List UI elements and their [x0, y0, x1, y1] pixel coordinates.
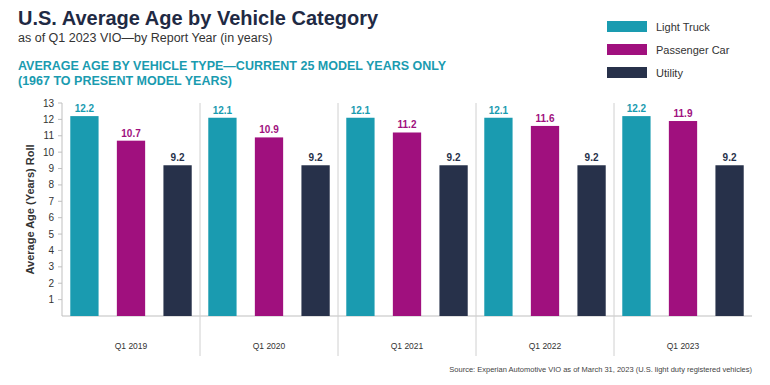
y-axis-line: [62, 103, 63, 316]
bar: [669, 121, 697, 316]
bars: [70, 116, 743, 316]
group-separator: [614, 103, 615, 356]
y-tick: [58, 135, 62, 136]
y-tick-label: 13: [43, 98, 55, 109]
bar: [439, 165, 467, 316]
y-tick-label: 4: [48, 245, 54, 256]
subheading: (1967 TO PRESENT MODEL YEARS): [18, 74, 232, 88]
bar: [484, 118, 512, 316]
bar: [70, 116, 98, 316]
data-label: 10.7: [121, 128, 141, 139]
bar: [393, 132, 421, 316]
source: Source: Experian Automotive VIO as of Ma…: [449, 365, 752, 374]
x-tick-label: Q1 2022: [529, 341, 562, 351]
y-tick-label: 10: [43, 147, 55, 158]
data-label: 10.9: [259, 124, 279, 135]
y-tick: [58, 152, 62, 153]
y-tick-label: 7: [48, 196, 54, 207]
bar: [301, 165, 329, 316]
legend-label: Utility: [656, 67, 683, 79]
legend-swatch: [607, 21, 647, 32]
data-label: 12.1: [351, 105, 371, 116]
y-tick: [58, 119, 62, 120]
x-tick-label: Q1 2020: [253, 341, 286, 351]
legend-label: Passenger Car: [656, 44, 730, 56]
data-label: 12.2: [627, 103, 647, 114]
bar: [622, 116, 650, 316]
y-tick: [58, 184, 62, 185]
y-tick-label: 6: [48, 212, 54, 223]
x-tick-label: Q1 2021: [391, 341, 424, 351]
y-tick: [58, 234, 62, 235]
legend-swatch: [607, 67, 647, 78]
x-tick-label: Q1 2019: [115, 341, 148, 351]
y-tick-label: 9: [48, 163, 54, 174]
data-label: 9.2: [585, 152, 599, 163]
data-label: 11.2: [398, 119, 417, 130]
data-label: 12.1: [489, 105, 509, 116]
data-label: 11.6: [536, 113, 555, 124]
subtitle: as of Q1 2023 VIO—by Report Year (in yea…: [18, 31, 272, 45]
y-tick: [58, 103, 62, 104]
bar: [531, 126, 559, 316]
y-tick: [58, 201, 62, 202]
group-separator: [200, 103, 201, 356]
data-label: 12.1: [213, 105, 233, 116]
group-separator: [476, 103, 477, 356]
bar: [715, 165, 743, 316]
chart: U.S. Average Age by Vehicle Category as o…: [0, 0, 770, 385]
legend-swatch: [607, 44, 647, 55]
bar: [577, 165, 605, 316]
y-axis-label: Average Age (Years) Roll: [24, 144, 36, 274]
group-separator: [338, 103, 339, 356]
y-tick: [58, 299, 62, 300]
bar: [163, 165, 191, 316]
legend-label: Light Truck: [656, 21, 710, 33]
y-tick: [58, 266, 62, 267]
y-tick-label: 11: [44, 130, 55, 141]
bar: [208, 118, 236, 316]
y-tick-label: 2: [48, 278, 54, 289]
data-label: 9.2: [171, 152, 185, 163]
data-label: 9.2: [723, 152, 737, 163]
subheading: AVERAGE AGE BY VEHICLE TYPE—CURRENT 25 M…: [18, 59, 447, 73]
y-tick-label: 8: [48, 179, 54, 190]
y-tick-label: 1: [48, 294, 54, 305]
data-label: 9.2: [447, 152, 461, 163]
bar: [117, 141, 145, 316]
y-tick-label: 12: [43, 114, 55, 125]
title: U.S. Average Age by Vehicle Category: [18, 7, 379, 29]
data-label: 11.9: [674, 108, 693, 119]
data-label: 12.2: [75, 103, 95, 114]
data-label: 9.2: [309, 152, 323, 163]
y-tick: [58, 283, 62, 284]
bar: [255, 137, 283, 316]
bar: [346, 118, 374, 316]
y-tick: [58, 168, 62, 169]
y-tick: [58, 250, 62, 251]
y-tick: [58, 217, 62, 218]
x-tick-label: Q1 2023: [667, 341, 700, 351]
data-labels: 12.2 12.1 12.1 12.1 12.2 10.7 10.9 11.2 11.6 11.9…: [75, 103, 737, 163]
y-tick-label: 5: [48, 229, 54, 240]
y-tick-label: 3: [48, 261, 54, 272]
